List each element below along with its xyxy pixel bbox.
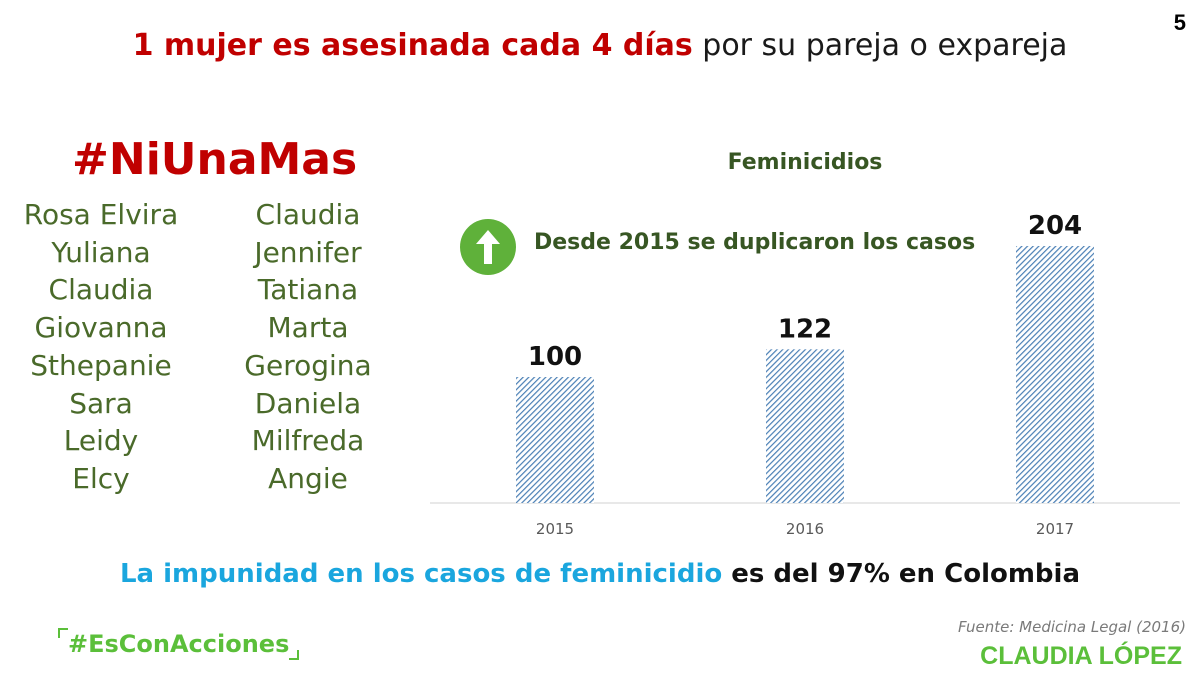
victim-name: Tatiana [257,273,359,307]
x-tick-label: 2016 [786,520,824,538]
victim-name: Milfreda [251,424,365,458]
impunity-statement: La impunidad en los casos de feminicidio… [0,559,1200,589]
headline-rest: por su pareja o expareja [692,28,1068,63]
headline: 1 mujer es asesinada cada 4 días por su … [0,28,1200,63]
arrow-up-icon [460,219,516,275]
page-number: 5 [1173,10,1186,35]
victim-name: Angie [268,461,348,495]
bar-2016 [766,349,844,503]
bar-2017 [1016,246,1094,503]
chart-annotation: Desde 2015 se duplicaron los casos [534,230,976,255]
impunity-rest: es del 97% en Colombia [722,559,1080,589]
data-label-2017: 204 [1028,211,1082,241]
victim-name: Claudia [255,198,361,231]
data-label-2016: 122 [778,314,832,344]
victim-name: Sara [69,386,133,420]
chart-title: Feminicidios [727,150,883,175]
x-tick-label: 2015 [536,520,574,538]
victim-name: Giovanna [34,311,168,345]
victim-name: Leidy [63,424,139,458]
hashtag-niunamas: #NiUnaMas [72,134,358,185]
impunity-emphasis: La impunidad en los casos de feminicidio [119,559,723,589]
source-note: Fuente: Medicina Legal (2016) [957,618,1186,636]
campaign-hashtag: #EsConAcciones [58,628,300,660]
victim-name: Gerogina [244,348,372,382]
bar-2015 [516,377,594,503]
victim-name: Sthepanie [30,348,172,382]
victim-name: Claudia [48,273,154,307]
victim-name: Daniela [254,386,362,420]
victim-name: Marta [267,311,349,345]
victim-name: Jennifer [254,235,362,269]
victim-name: Yuliana [51,235,151,269]
x-tick-label: 2017 [1036,520,1074,538]
victim-names-right: Claudia Jennifer Tatiana Marta Gerogina Danie… [230,196,386,498]
headline-emphasis: 1 mujer es asesinada cada 4 días [132,28,693,63]
victim-name: Elcy [72,461,130,495]
data-label-2015: 100 [528,342,582,372]
brand-name: CLAUDIA LÓPEZ [980,642,1182,670]
victim-name: Rosa Elvira [23,198,179,231]
victim-names-left: Rosa Elvira Yuliana Claudia Giovanna Sthepan… [20,196,182,498]
